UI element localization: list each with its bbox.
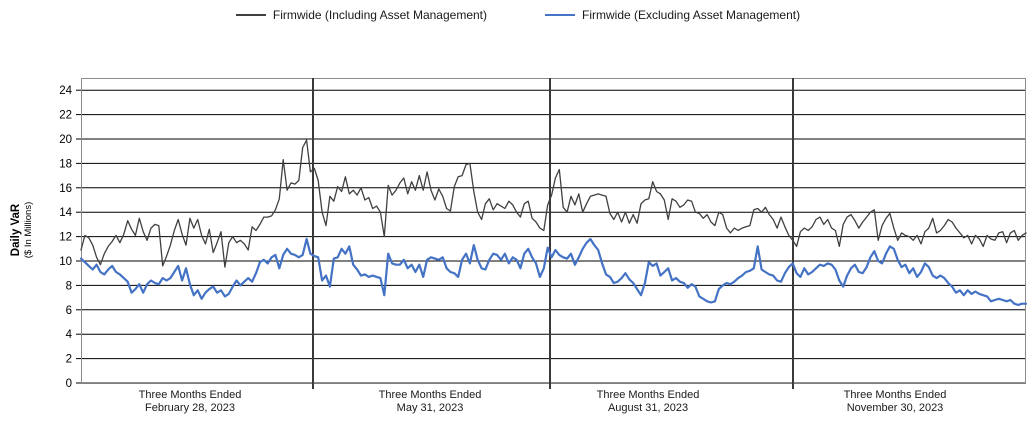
series-line-excluding [79, 237, 1028, 306]
y-tick-label-6: 6 [66, 305, 72, 317]
y-tick-label-4: 4 [66, 329, 73, 341]
y-tick-label-22: 22 [59, 110, 72, 122]
x-axis-label-q1: Three Months Ended February 28, 2023 [90, 389, 290, 415]
y-tick-label-20: 20 [59, 134, 72, 146]
x-axis-label-q2: Three Months Ended May 31, 2023 [330, 389, 530, 415]
plot-area: 0 2 4 6 8 10 12 14 16 18 20 22 24 [59, 78, 1028, 390]
x-axis-label-q4-line2: November 30, 2023 [846, 402, 944, 414]
legend-line-including-swatch [235, 14, 266, 16]
x-axis-label-q1-line1: Three Months Ended [138, 389, 242, 401]
y-tick-label-16: 16 [59, 183, 72, 195]
y-axis-title: Daily VaR ($ In Millions) [10, 202, 34, 259]
legend-line-excluding-swatch [545, 14, 575, 16]
y-axis-title-main: Daily VaR [10, 203, 22, 257]
chart-legend: Firmwide (Including Asset Management) Fi… [0, 6, 1036, 24]
y-tick-label-0: 0 [66, 378, 72, 390]
legend-item-excluding: Firmwide (Excluding Asset Management) [545, 8, 800, 22]
y-tick-label-24: 24 [59, 85, 72, 97]
plot-border [81, 78, 1026, 383]
y-tick-label-8: 8 [66, 280, 72, 292]
x-axis-label-q3-line2: August 31, 2023 [607, 402, 689, 414]
y-tick-label-2: 2 [66, 354, 72, 366]
x-axis-label-q4-line1: Three Months Ended [843, 389, 947, 401]
legend-label-excluding: Firmwide (Excluding Asset Management) [582, 8, 801, 22]
x-axis-label-q3: Three Months Ended August 31, 2023 [548, 389, 748, 415]
y-tick-label-10: 10 [59, 256, 72, 268]
y-tick-label-14: 14 [59, 207, 72, 219]
x-axis-label-q1-line2: February 28, 2023 [145, 402, 235, 414]
legend-item-including: Firmwide (Including Asset Management) [235, 8, 487, 22]
y-tick-label-18: 18 [59, 158, 72, 170]
y-axis-title-sub: ($ In Millions) [23, 201, 34, 259]
x-axis-label-q3-line1: Three Months Ended [596, 389, 700, 401]
y-tick-label-12: 12 [59, 232, 72, 244]
x-axis-label-q2-line2: May 31, 2023 [396, 402, 464, 414]
x-axis-label-q4: Three Months Ended November 30, 2023 [795, 389, 995, 415]
x-axis-label-q2-line1: Three Months Ended [378, 389, 482, 401]
series-line-including [80, 139, 1027, 268]
legend-label-including: Firmwide (Including Asset Management) [272, 8, 487, 22]
